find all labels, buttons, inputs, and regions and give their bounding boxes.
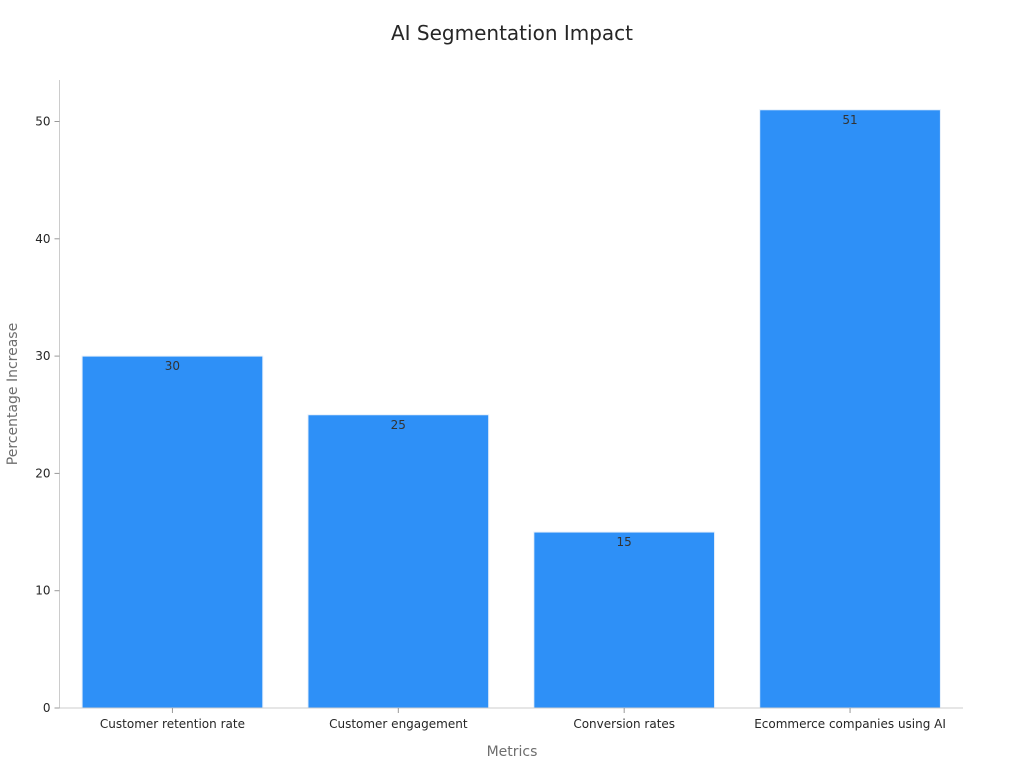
y-tick-label-1: 10 xyxy=(35,584,50,598)
x-axis-ticks: Customer retention rate Customer engageme… xyxy=(100,708,946,731)
bars-layer xyxy=(81,109,941,709)
bar-3 xyxy=(759,109,941,709)
x-tick-label-3: Ecommerce companies using AI xyxy=(754,717,946,731)
x-tick-label-2: Conversion rates xyxy=(573,717,675,731)
x-tick-label-1: Customer engagement xyxy=(329,717,468,731)
y-tick-label-0: 0 xyxy=(43,701,51,715)
y-axis-title: Percentage Increase xyxy=(5,323,21,465)
data-label-0: 30 xyxy=(165,359,180,373)
x-axis-title: Metrics xyxy=(487,744,538,760)
y-tick-label-4: 40 xyxy=(35,232,50,246)
x-tick-label-0: Customer retention rate xyxy=(100,717,245,731)
y-tick-label-3: 30 xyxy=(35,349,50,363)
bar-0 xyxy=(81,355,264,709)
data-labels-layer: 30 25 15 51 xyxy=(165,113,858,549)
y-tick-label-2: 20 xyxy=(35,466,50,480)
data-label-3: 51 xyxy=(842,113,857,127)
bar-2 xyxy=(533,531,716,709)
y-axis-ticks: 0 10 20 30 40 50 xyxy=(35,115,60,715)
y-tick-label-5: 50 xyxy=(35,115,50,129)
bar-1 xyxy=(307,414,490,709)
chart-title: AI Segmentation Impact xyxy=(391,21,633,45)
data-label-1: 25 xyxy=(391,418,406,432)
data-label-2: 15 xyxy=(617,535,632,549)
